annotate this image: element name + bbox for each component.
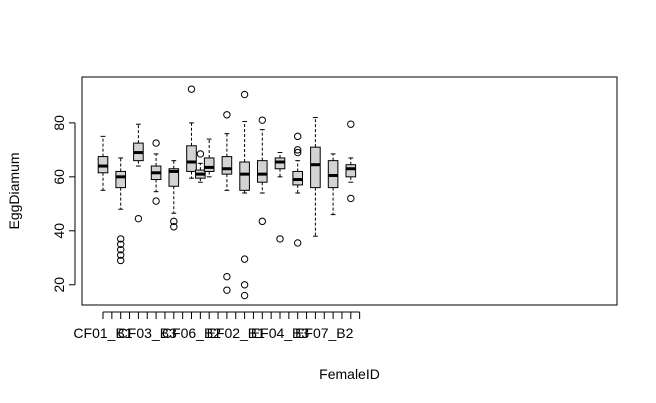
x-axis-title: FemaleID [319,366,380,382]
outlier-point [152,139,160,147]
plot-frame [81,76,618,306]
outlier-point [294,132,302,141]
x-tick-label: EF02_B1 [207,325,266,341]
boxes-layer [97,85,357,300]
box-group [133,123,144,223]
box-group [97,135,109,191]
x-tick-label: CF06_B2 [162,325,221,341]
outlier-point [240,291,249,300]
outlier-point [134,214,143,223]
outlier-point [117,240,125,248]
box-group [257,116,268,226]
y-axis-title: EggDiamum [6,152,22,229]
outlier-point [240,90,249,99]
box-iqr [168,168,180,187]
outlier-point [223,272,231,281]
outlier-point [294,148,302,157]
box-iqr [186,145,197,172]
x-tick-label: EF04_B3 [251,325,310,341]
outlier-point [258,217,266,226]
box-group [195,150,206,183]
outlier-point [117,256,125,265]
box-group [115,157,127,265]
box-group [168,160,180,231]
box-group [186,85,197,179]
box-iqr [345,164,357,178]
box-iqr [221,156,233,175]
box-group [345,120,357,203]
y-tick-label: 80 [51,115,67,131]
outlier-point [196,150,205,158]
box-iqr [203,157,215,172]
box-group [292,132,303,247]
box-group [239,90,250,300]
outlier-point [294,239,302,247]
box-iqr [257,160,268,183]
outlier-point [258,116,266,124]
outlier-point [117,235,125,243]
x-tick-label: CF01_B1 [73,325,132,341]
box-group [310,116,321,237]
y-axis: 20 40 60 80 [51,115,76,293]
outlier-point [276,235,284,243]
outlier-point [294,146,302,154]
box-group [274,152,286,243]
box-iqr [239,161,250,191]
box-group [221,111,233,294]
x-tick-label: CF03_B3 [118,325,177,341]
box-group [327,153,339,216]
outlier-point [347,194,355,203]
y-tick-label: 60 [51,169,67,185]
outlier-point [240,255,249,263]
outlier-point [170,223,178,231]
x-tick-label: EF07_B2 [295,325,354,341]
box-iqr [115,170,127,189]
outlier-point [223,111,231,119]
outlier-point [117,251,125,259]
box-group [203,138,215,178]
x-axis: CF01_B1CF03_B3CF06_B2EF02_B1EF04_B3EF07_… [73,311,361,341]
box-iqr [310,146,321,189]
outlier-point [117,245,125,254]
outlier-point [347,120,355,128]
outlier-point [152,197,160,205]
y-tick-label: 40 [51,223,67,239]
outlier-point [240,281,249,289]
y-tick-label: 20 [51,277,67,293]
outlier-point [187,85,196,93]
outlier-point [223,286,231,294]
box-group [150,139,162,205]
outlier-point [170,217,178,226]
